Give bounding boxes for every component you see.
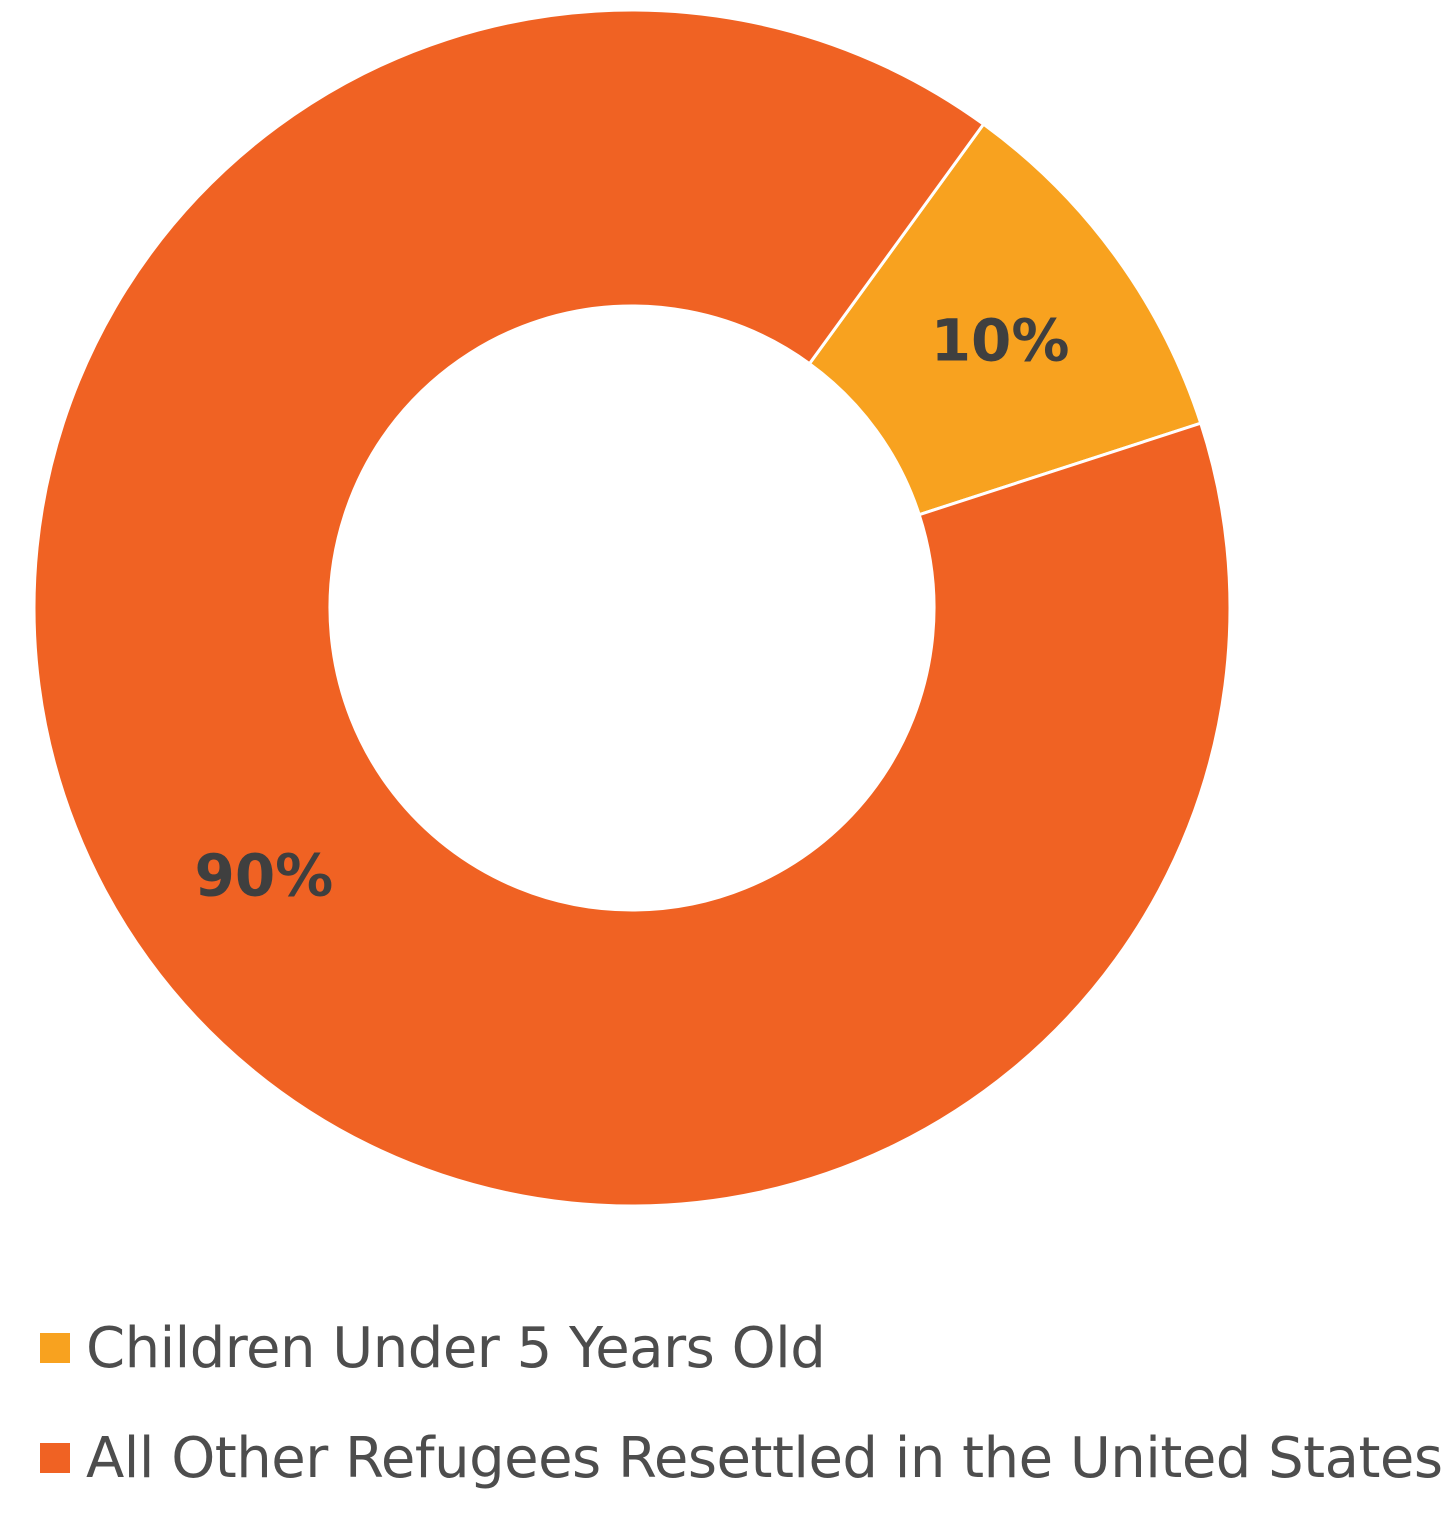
legend-item-children: Children Under 5 Years Old bbox=[40, 1310, 1443, 1386]
chart-legend: Children Under 5 Years Old All Other Ref… bbox=[40, 1310, 1443, 1530]
slice-all-other-refugees bbox=[32, 8, 1232, 1208]
slice-label-all-other-refugees: 90% bbox=[194, 841, 333, 909]
legend-swatch-children bbox=[40, 1333, 70, 1363]
legend-item-all-other-refugees: All Other Refugees Resettled in the Unit… bbox=[40, 1420, 1443, 1496]
legend-label-all-other-refugees: All Other Refugees Resettled in the Unit… bbox=[86, 1425, 1443, 1491]
donut-slices bbox=[32, 8, 1232, 1208]
legend-label-children: Children Under 5 Years Old bbox=[86, 1315, 826, 1381]
donut-chart: 10% 90% bbox=[32, 8, 1232, 1208]
slice-children bbox=[807, 122, 1203, 517]
slice-labels: 10% 90% bbox=[194, 307, 1069, 910]
slice-label-children: 10% bbox=[931, 307, 1070, 375]
legend-swatch-all-other-refugees bbox=[40, 1443, 70, 1473]
